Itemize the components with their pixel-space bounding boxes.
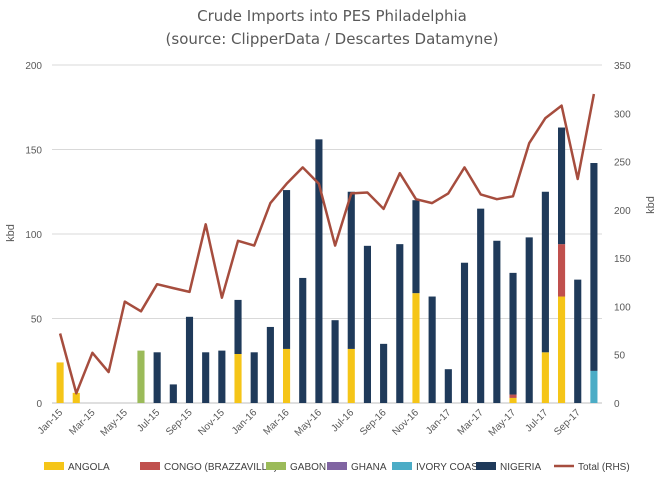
- bar-segment: [509, 272, 517, 395]
- bar-segment: [412, 293, 420, 403]
- bar-segment: [137, 350, 145, 403]
- x-axis-tick-label: Sep-15: [164, 407, 195, 438]
- legend-swatch: [44, 462, 64, 470]
- bar-segment: [234, 353, 242, 403]
- bar-segment: [558, 127, 566, 245]
- x-axis-tick-label: Mar-15: [67, 407, 97, 437]
- left-axis-tick-label: 150: [25, 146, 42, 157]
- legend-label: IVORY COAST: [416, 462, 484, 473]
- right-axis-tick-label: 150: [614, 254, 631, 265]
- bar-segment: [56, 362, 64, 403]
- bar-segment: [250, 352, 258, 403]
- x-axis-tick-label: Mar-16: [261, 407, 291, 437]
- bar-segment: [72, 392, 80, 403]
- bar-segment: [234, 299, 242, 354]
- bar-segment: [363, 245, 371, 403]
- legend-label: GABON: [290, 462, 326, 473]
- total-line-series: [58, 93, 596, 395]
- bar-segment: [283, 190, 291, 349]
- bar-segment: [315, 139, 323, 404]
- x-axis-tick-label: Jul-15: [135, 407, 162, 434]
- bar-segment: [428, 296, 436, 403]
- bar-segment: [541, 191, 549, 353]
- bar-segment: [347, 191, 355, 349]
- bar-segment: [218, 350, 226, 403]
- bar-segment: [541, 352, 549, 403]
- bar-segment: [509, 397, 517, 403]
- bar-segment: [202, 352, 210, 403]
- bar-segment: [558, 244, 566, 297]
- x-axis-tick-label: Sep-17: [552, 407, 583, 438]
- bar-segment: [574, 279, 582, 403]
- bar-segment: [444, 369, 452, 403]
- bar-segment: [266, 326, 274, 403]
- bar-segment: [525, 237, 533, 403]
- bar-segment: [380, 343, 388, 403]
- right-axis-tick-label: 350: [614, 61, 631, 72]
- legend-label: ANGOLA: [68, 462, 110, 473]
- bar-segment: [509, 394, 517, 398]
- x-axis-tick-label: Mar-17: [456, 407, 486, 437]
- x-axis-tick-label: May-17: [487, 407, 519, 439]
- x-axis-tick-label: Jan-15: [36, 407, 66, 437]
- chart-subtitle: (source: ClipperData / Descartes Datamyn…: [166, 30, 499, 48]
- legend-swatch: [266, 462, 286, 470]
- left-axis-tick-label: 50: [31, 315, 43, 326]
- bar-series: [56, 127, 598, 404]
- bar-segment: [153, 352, 161, 403]
- legend: ANGOLA CONGO (BRAZZAVILLE) GABON GHANA IVORY…: [44, 462, 630, 473]
- x-axis-tick-label: Jul-17: [523, 407, 550, 434]
- right-axis-tick-label: 200: [614, 206, 631, 217]
- left-axis-tick-label: 200: [25, 61, 42, 72]
- x-axis-tick-label: May-15: [99, 407, 131, 439]
- bar-segment: [590, 370, 598, 403]
- total-line: [58, 93, 596, 395]
- bar-segment: [185, 316, 194, 403]
- x-axis-ticks: Jan-15 Mar-15 May-15 Jul-15 Sep-15 Nov-15 Jan-…: [36, 407, 583, 439]
- chart-title: Crude Imports into PES Philadelphia: [197, 7, 467, 25]
- right-axis-title: kbd: [645, 196, 657, 214]
- left-axis-tick-label: 100: [25, 230, 42, 241]
- x-axis-tick-label: Nov-15: [196, 407, 227, 438]
- x-axis-tick-label: Jan-16: [230, 407, 260, 437]
- bar-segment: [590, 163, 598, 371]
- bar-segment: [299, 277, 307, 403]
- legend-label: Total (RHS): [578, 462, 630, 473]
- legend-swatch: [476, 462, 496, 470]
- bar-segment: [412, 200, 420, 294]
- legend-swatch: [392, 462, 412, 470]
- bar-segment: [283, 348, 291, 403]
- legend-swatch: [327, 462, 347, 470]
- x-axis-tick-label: Nov-16: [391, 407, 422, 438]
- right-axis-tick-label: 50: [614, 351, 626, 362]
- right-axis-tick-label: 300: [614, 109, 631, 120]
- legend-label: GHANA: [351, 462, 387, 473]
- gridlines: [52, 64, 602, 404]
- left-axis-ticks: 0 50 100 150 200: [25, 61, 42, 410]
- right-axis-tick-label: 100: [614, 302, 631, 313]
- bar-segment: [396, 244, 404, 403]
- x-axis-tick-label: Jan-17: [424, 407, 454, 437]
- legend-swatch: [140, 462, 160, 470]
- left-axis-title: kbd: [5, 224, 17, 242]
- x-axis-tick-label: Sep-16: [358, 407, 389, 438]
- bar-segment: [331, 320, 339, 403]
- bar-segment: [460, 262, 469, 403]
- bar-segment: [493, 240, 501, 403]
- right-axis-tick-label: 250: [614, 158, 631, 169]
- bar-segment: [558, 296, 566, 403]
- bar-segment: [347, 348, 355, 403]
- left-axis-tick-label: 0: [36, 399, 42, 410]
- legend-label: NIGERIA: [500, 462, 541, 473]
- right-axis-tick-label: 0: [614, 399, 620, 410]
- legend-label: CONGO (BRAZZAVILLE): [164, 462, 277, 473]
- bar-segment: [169, 384, 177, 403]
- bar-segment: [477, 208, 485, 403]
- x-axis-tick-label: May-16: [293, 407, 325, 439]
- right-axis-ticks: 0 50 100 150 200 250 300 350: [614, 61, 631, 410]
- x-axis-tick-label: Jul-16: [329, 407, 356, 434]
